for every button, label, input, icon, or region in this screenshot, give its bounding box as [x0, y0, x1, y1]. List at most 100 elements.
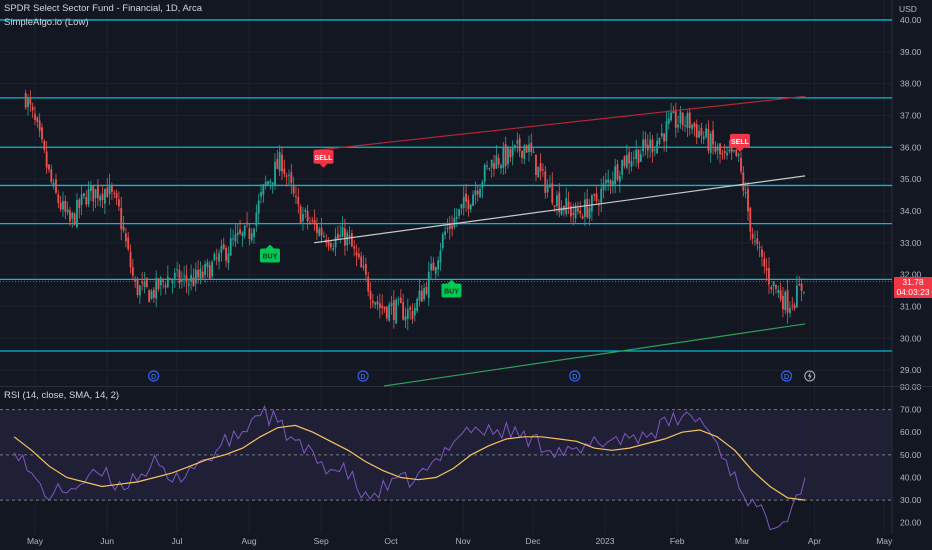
candle-body	[374, 302, 377, 305]
candle-body	[274, 162, 276, 186]
candle-body	[516, 140, 519, 144]
candle-body	[427, 271, 430, 298]
y-tick-label: 37.00	[900, 110, 922, 120]
candle-body	[45, 151, 48, 168]
candle-body	[420, 290, 423, 302]
candle-body	[201, 271, 204, 278]
candle-body	[549, 184, 551, 188]
candle-body	[197, 269, 200, 278]
candle-body	[218, 253, 220, 262]
candle-body	[169, 278, 172, 281]
candle-body	[43, 140, 46, 150]
candle-body	[660, 132, 663, 137]
candle-body	[455, 216, 458, 219]
candle-body	[441, 234, 444, 248]
candle-body	[162, 280, 165, 282]
candle-body	[117, 199, 120, 207]
candle-body	[500, 165, 502, 169]
candle-body	[190, 275, 193, 282]
candle-body	[418, 290, 421, 301]
candle-body	[761, 249, 763, 257]
candle-body	[255, 212, 258, 227]
x-tick-label: Nov	[456, 536, 472, 546]
candle-body	[684, 125, 686, 127]
candle-body	[106, 187, 109, 198]
candle-body	[101, 193, 104, 200]
candle-body	[574, 205, 577, 219]
candle-body	[285, 175, 288, 177]
candle-body	[623, 156, 626, 166]
candle-body	[782, 295, 784, 310]
candle-body	[406, 309, 409, 319]
candle-body	[637, 149, 640, 164]
candle-body	[653, 149, 656, 151]
candle-body	[264, 181, 267, 186]
candle-body	[733, 150, 735, 152]
trendline-red	[314, 95, 806, 152]
signal-pointer	[319, 163, 328, 168]
candle-body	[378, 303, 381, 309]
x-tick-label: Apr	[808, 536, 821, 546]
rsi-y-tick-label: 50.00	[900, 450, 922, 460]
candle-body	[29, 97, 32, 105]
signal-label: SELL	[315, 155, 334, 162]
candle-body	[392, 300, 395, 321]
candle-body	[439, 250, 442, 263]
candle-body	[716, 147, 719, 151]
candle-body	[425, 286, 428, 295]
candle-body	[99, 195, 102, 201]
candle-body	[371, 300, 374, 303]
candle-body	[309, 222, 311, 224]
currency-label: USD	[899, 4, 917, 14]
candle-body	[651, 139, 654, 153]
candle-body	[36, 117, 39, 122]
sell-signal: SELL	[313, 149, 334, 168]
candle-body	[730, 147, 733, 153]
rsi-line	[13, 404, 806, 531]
candle-body	[509, 149, 512, 158]
candle-body	[735, 149, 738, 156]
candle-body	[171, 280, 174, 284]
candle-body	[772, 281, 775, 287]
candle-body	[451, 225, 453, 229]
dividend-label: D	[572, 374, 577, 381]
candle-body	[723, 150, 726, 153]
candle-body	[779, 290, 782, 300]
candle-body	[483, 164, 486, 182]
candle-body	[614, 166, 617, 185]
candle-body	[625, 155, 628, 168]
candle-body	[462, 196, 465, 209]
candle-body	[164, 285, 167, 288]
dividend-label: D	[361, 374, 366, 381]
candle-body	[239, 229, 241, 234]
candle-body	[639, 154, 642, 162]
candle-body	[143, 280, 146, 287]
dividend-marker: D	[569, 370, 581, 382]
candle-body	[444, 231, 446, 236]
candle-body	[413, 307, 416, 316]
bar-countdown: 04:03:23	[896, 286, 930, 297]
candle-body	[369, 290, 372, 300]
candle-body	[236, 232, 239, 236]
candle-body	[150, 291, 153, 299]
candle-body	[600, 188, 603, 203]
candle-body	[691, 124, 693, 130]
candle-body	[518, 138, 521, 152]
y-tick-label: 29.00	[900, 365, 922, 375]
candle-body	[311, 220, 314, 222]
candle-body	[337, 233, 339, 239]
rsi-y-tick-label: 70.00	[900, 405, 922, 415]
candle-body	[747, 188, 749, 212]
candle-body	[719, 143, 721, 155]
candle-body	[108, 184, 111, 195]
candle-body	[94, 189, 97, 198]
x-tick-label: Feb	[670, 536, 685, 546]
x-tick-label: Oct	[384, 536, 398, 546]
candle-body	[490, 159, 493, 168]
candle-body	[64, 200, 67, 212]
candle-body	[616, 164, 619, 180]
candle-body	[740, 157, 742, 172]
candle-body	[628, 152, 631, 164]
candle-body	[267, 181, 269, 185]
